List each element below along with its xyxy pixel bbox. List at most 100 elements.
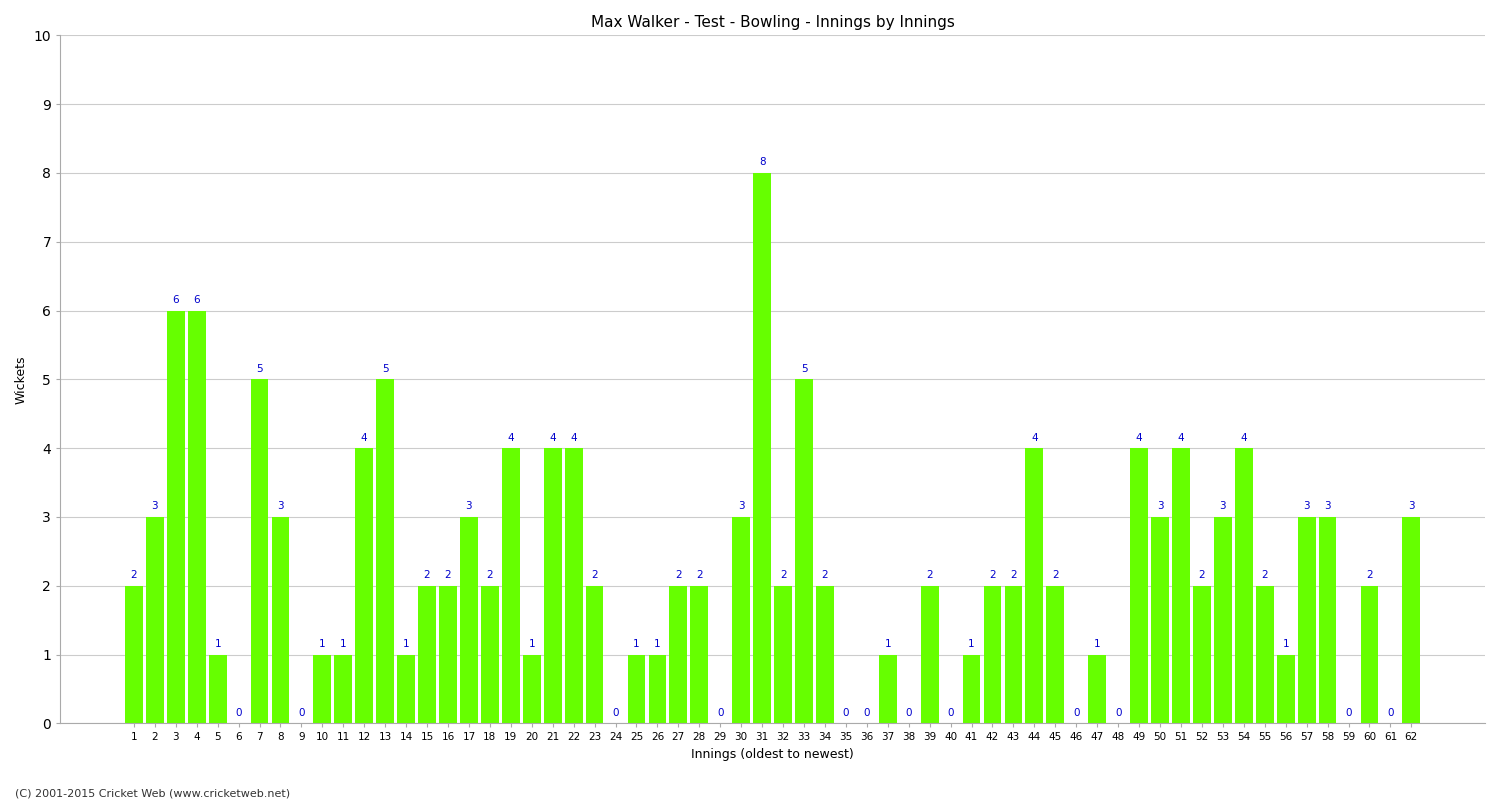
Bar	[314, 654, 332, 723]
Bar	[376, 379, 394, 723]
Bar	[1047, 586, 1064, 723]
Bar	[627, 654, 645, 723]
Bar	[188, 310, 206, 723]
Bar	[690, 586, 708, 723]
Bar	[1360, 586, 1378, 723]
Text: 1: 1	[320, 639, 326, 649]
Y-axis label: Wickets: Wickets	[15, 355, 28, 404]
Text: 2: 2	[444, 570, 452, 580]
Text: 2: 2	[1198, 570, 1204, 580]
Text: 0: 0	[1072, 708, 1080, 718]
Text: 5: 5	[801, 364, 807, 374]
Text: 0: 0	[1114, 708, 1122, 718]
Text: 3: 3	[1220, 502, 1226, 511]
Text: 6: 6	[194, 295, 200, 305]
Text: 1: 1	[654, 639, 660, 649]
Text: 0: 0	[1346, 708, 1352, 718]
Bar	[1192, 586, 1210, 723]
Title: Max Walker - Test - Bowling - Innings by Innings: Max Walker - Test - Bowling - Innings by…	[591, 15, 954, 30]
Text: 0: 0	[843, 708, 849, 718]
Text: 0: 0	[717, 708, 723, 718]
Text: 2: 2	[130, 570, 136, 580]
Text: (C) 2001-2015 Cricket Web (www.cricketweb.net): (C) 2001-2015 Cricket Web (www.cricketwe…	[15, 788, 290, 798]
Bar	[440, 586, 458, 723]
Bar	[166, 310, 184, 723]
Bar	[1130, 448, 1148, 723]
Text: 0: 0	[298, 708, 304, 718]
Bar	[1318, 517, 1336, 723]
Bar	[544, 448, 561, 723]
Bar	[398, 654, 416, 723]
Bar	[669, 586, 687, 723]
Text: 2: 2	[988, 570, 996, 580]
Text: 3: 3	[1156, 502, 1164, 511]
Bar	[482, 586, 500, 723]
Bar	[334, 654, 352, 723]
Text: 1: 1	[968, 639, 975, 649]
Bar	[753, 173, 771, 723]
Bar	[1150, 517, 1168, 723]
Bar	[1172, 448, 1190, 723]
Bar	[795, 379, 813, 723]
Bar	[124, 586, 142, 723]
Bar	[879, 654, 897, 723]
Bar	[1214, 517, 1231, 723]
Bar	[419, 586, 436, 723]
Text: 3: 3	[738, 502, 744, 511]
Text: 2: 2	[822, 570, 828, 580]
Text: 1: 1	[404, 639, 410, 649]
Bar	[1234, 448, 1252, 723]
Text: 8: 8	[759, 158, 765, 167]
Text: 0: 0	[906, 708, 912, 718]
Text: 0: 0	[948, 708, 954, 718]
Text: 2: 2	[1262, 570, 1268, 580]
Text: 0: 0	[612, 708, 620, 718]
Text: 2: 2	[423, 570, 430, 580]
Bar	[1089, 654, 1106, 723]
Text: 4: 4	[1240, 433, 1246, 442]
Bar	[356, 448, 374, 723]
Bar	[209, 654, 226, 723]
Bar	[585, 586, 603, 723]
Text: 3: 3	[465, 502, 472, 511]
Text: 4: 4	[362, 433, 368, 442]
Bar	[1276, 654, 1294, 723]
Text: 0: 0	[236, 708, 242, 718]
Text: 2: 2	[1010, 570, 1017, 580]
Text: 3: 3	[1324, 502, 1330, 511]
Bar	[503, 448, 519, 723]
Bar	[566, 448, 582, 723]
Text: 5: 5	[382, 364, 388, 374]
Text: 2: 2	[696, 570, 702, 580]
Text: 4: 4	[1136, 433, 1143, 442]
Text: 2: 2	[486, 570, 494, 580]
Text: 1: 1	[528, 639, 536, 649]
Text: 4: 4	[1178, 433, 1185, 442]
Bar	[272, 517, 290, 723]
Text: 4: 4	[549, 433, 556, 442]
Text: 4: 4	[507, 433, 515, 442]
X-axis label: Innings (oldest to newest): Innings (oldest to newest)	[692, 748, 853, 761]
Text: 3: 3	[152, 502, 157, 511]
Text: 1: 1	[1094, 639, 1101, 649]
Bar	[648, 654, 666, 723]
Bar	[460, 517, 478, 723]
Bar	[146, 517, 164, 723]
Text: 2: 2	[675, 570, 681, 580]
Text: 2: 2	[927, 570, 933, 580]
Bar	[774, 586, 792, 723]
Text: 6: 6	[172, 295, 178, 305]
Text: 4: 4	[570, 433, 578, 442]
Text: 1: 1	[633, 639, 640, 649]
Text: 1: 1	[885, 639, 891, 649]
Bar	[1256, 586, 1274, 723]
Text: 0: 0	[1388, 708, 1394, 718]
Text: 2: 2	[780, 570, 786, 580]
Text: 3: 3	[278, 502, 284, 511]
Text: 1: 1	[340, 639, 346, 649]
Text: 0: 0	[864, 708, 870, 718]
Text: 1: 1	[1282, 639, 1288, 649]
Bar	[1298, 517, 1316, 723]
Bar	[1402, 517, 1420, 723]
Text: 1: 1	[214, 639, 220, 649]
